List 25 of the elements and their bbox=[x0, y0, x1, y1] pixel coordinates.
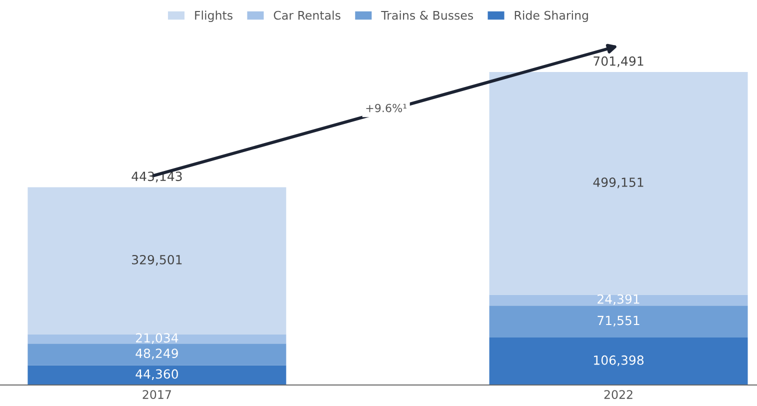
data-label: 71,551 bbox=[598, 316, 640, 326]
legend-label: Ride Sharing bbox=[514, 10, 588, 22]
legend-label: Trains & Busses bbox=[381, 10, 474, 20]
data-label: 21,034 bbox=[136, 333, 178, 344]
data-label: 44,360 bbox=[136, 369, 178, 380]
data-label: 106,398 bbox=[594, 355, 644, 366]
annotation: +9.6%¹ bbox=[366, 104, 406, 112]
data-label: 499,151 bbox=[593, 178, 644, 188]
bar bbox=[28, 334, 286, 344]
x-tick-label: 2017 bbox=[142, 390, 171, 399]
total-label: 701,491 bbox=[594, 56, 644, 68]
legend-label: Flights bbox=[195, 10, 232, 22]
data-label: 48,249 bbox=[136, 348, 178, 360]
bar bbox=[28, 344, 286, 366]
total-label: 443,143 bbox=[132, 172, 182, 182]
legend-label: Car Rentals bbox=[274, 10, 340, 20]
data-label: 329,501 bbox=[132, 254, 182, 266]
data-label: 24,391 bbox=[598, 294, 640, 306]
bar bbox=[489, 338, 748, 385]
bar bbox=[28, 365, 286, 385]
bar bbox=[489, 72, 748, 295]
bar bbox=[489, 294, 748, 306]
x-tick-label: 2022 bbox=[604, 390, 632, 399]
bar bbox=[489, 306, 748, 338]
bar bbox=[28, 187, 286, 334]
